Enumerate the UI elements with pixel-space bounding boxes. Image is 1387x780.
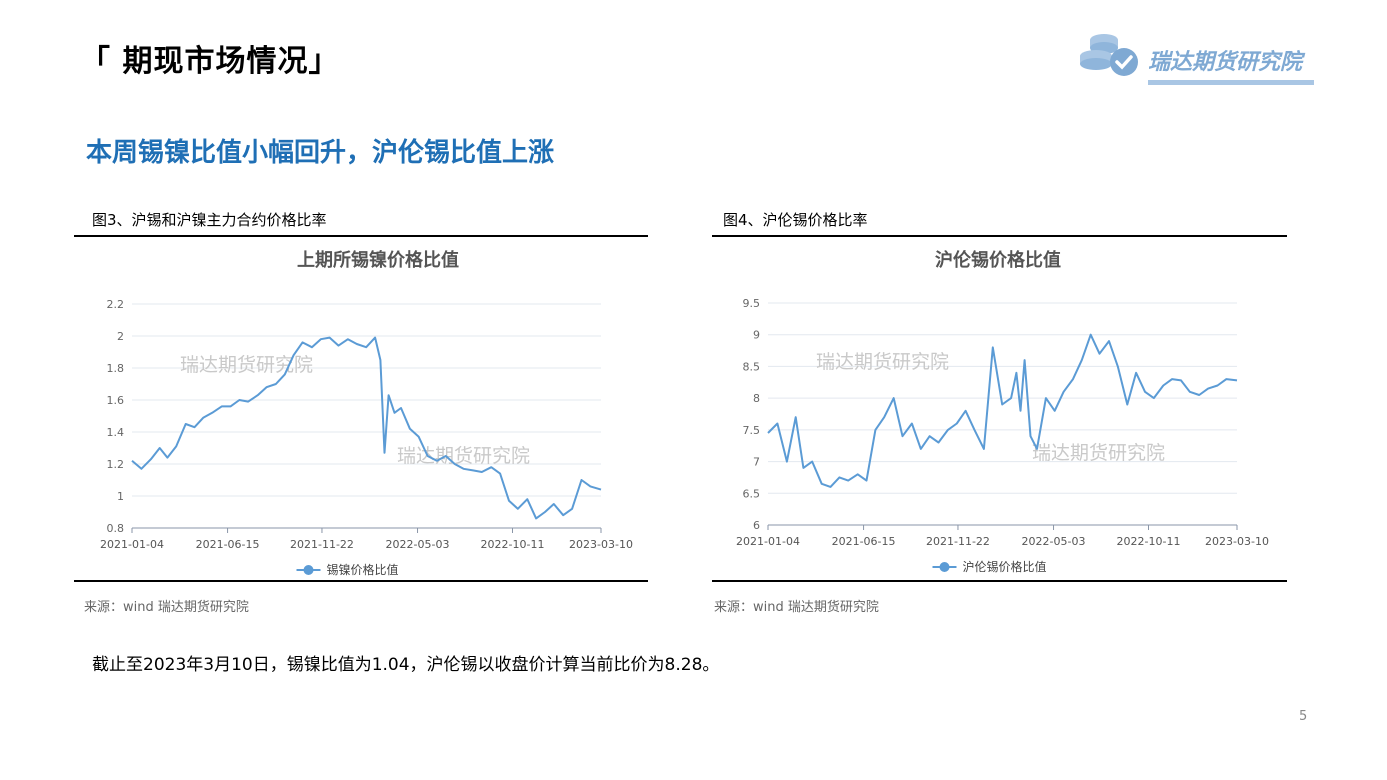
y-tick-label: 6	[753, 519, 760, 532]
y-tick-label: 8	[753, 392, 760, 405]
page-title: 「 期现市场情况」	[80, 44, 340, 79]
figure-4-caption: 图4、沪伦锡价格比率	[723, 211, 868, 229]
watermark-text: 瑞达期货研究院	[180, 354, 313, 376]
x-tick-label: 2021-01-04	[100, 538, 164, 551]
y-tick-label: 1	[117, 490, 124, 503]
section-subtitle: 本周锡镍比值小幅回升，沪伦锡比值上涨	[86, 138, 555, 168]
x-tick-label: 2023-03-10	[1205, 535, 1269, 548]
chart-title: 上期所锡镍价格比值	[297, 249, 459, 271]
y-tick-label: 2.2	[107, 298, 125, 311]
y-tick-label: 9.5	[743, 297, 761, 310]
logo-text: 瑞达期货研究院	[1148, 50, 1303, 75]
y-tick-label: 1.8	[107, 362, 125, 375]
y-tick-label: 7	[753, 456, 760, 469]
y-tick-label: 1.6	[107, 394, 125, 407]
summary-footnote: 截止至2023年3月10日，锡镍比值为1.04，沪伦锡以收盘价计算当前比价为8.…	[92, 655, 720, 675]
x-tick-label: 2023-03-10	[569, 538, 633, 551]
figure-4-source: 来源：wind 瑞达期货研究院	[714, 600, 879, 615]
y-tick-label: 0.8	[107, 522, 125, 535]
watermark-text: 瑞达期货研究院	[397, 445, 530, 467]
coin-stack-icon	[1080, 34, 1138, 76]
x-tick-label: 2021-01-04	[736, 535, 800, 548]
chart-title: 沪伦锡价格比值	[935, 249, 1061, 271]
legend-label: 锡镍价格比值	[327, 562, 399, 577]
y-tick-label: 8.5	[743, 360, 761, 373]
watermark-text: 瑞达期货研究院	[816, 351, 949, 373]
figure-3-bottom-rule	[74, 580, 648, 582]
company-logo: 瑞达期货研究院	[1078, 28, 1314, 86]
figure-3-source: 来源：wind 瑞达期货研究院	[84, 600, 249, 615]
figure-3-top-rule	[74, 235, 648, 237]
page-number: 5	[1299, 709, 1308, 724]
figure-3-caption: 图3、沪锡和沪镍主力合约价格比率	[92, 211, 327, 229]
y-tick-label: 6.5	[743, 487, 761, 500]
x-tick-label: 2022-05-03	[1022, 535, 1086, 548]
y-tick-label: 9	[753, 329, 760, 342]
x-tick-label: 2021-11-22	[926, 535, 990, 548]
series-line	[131, 336, 602, 520]
x-tick-label: 2022-10-11	[1117, 535, 1181, 548]
legend-marker	[939, 562, 950, 572]
x-tick-label: 2022-05-03	[386, 538, 450, 551]
chart-shfe-lme-tin-ratio: 沪伦锡价格比值 6 6.5 7 7.5 8 8.5 9 9.5 2021-01-04 2021-06…	[736, 249, 1269, 574]
legend-marker	[303, 565, 314, 575]
x-tick-label: 2022-10-11	[481, 538, 545, 551]
x-tick-label: 2021-06-15	[832, 535, 896, 548]
x-tick-label: 2021-06-15	[196, 538, 260, 551]
legend-label: 沪伦锡价格比值	[963, 559, 1047, 574]
logo-underline	[1148, 80, 1314, 85]
chart-tin-nickel-ratio: 上期所锡镍价格比值 0.8 1 1.2 1.4 1.6 1.8 2 2.2 2021-01-04 2…	[100, 249, 633, 577]
x-tick-label: 2021-11-22	[290, 538, 354, 551]
y-tick-label: 1.4	[107, 426, 125, 439]
y-tick-label: 1.2	[107, 458, 125, 471]
y-tick-label: 2	[117, 330, 124, 343]
y-tick-label: 7.5	[743, 424, 761, 437]
series-line	[767, 333, 1238, 488]
watermark-text: 瑞达期货研究院	[1032, 442, 1165, 464]
figure-4-top-rule	[712, 235, 1287, 237]
figure-4-bottom-rule	[712, 580, 1287, 582]
